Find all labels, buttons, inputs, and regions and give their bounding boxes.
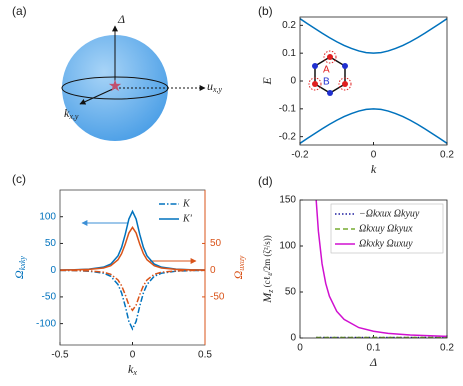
sublattice-label: B — [323, 77, 330, 88]
axis-label-base: k — [64, 106, 70, 120]
legend-box — [330, 203, 444, 254]
y2-tick-label: -50 — [210, 292, 225, 303]
x-tick-label: 0 — [130, 350, 136, 361]
axis-label-rest: (cℓ₄/2m (ζ²/s)) — [262, 235, 272, 289]
series-line — [300, 18, 447, 54]
red-dots — [312, 54, 348, 87]
axis-label-base: E — [260, 77, 274, 86]
blue-dots — [312, 63, 348, 96]
series-line — [60, 209, 205, 271]
x-tick-label: 0 — [371, 150, 377, 161]
y-tick-label: -0.2 — [279, 131, 297, 142]
axis-label: kx,y — [64, 106, 79, 121]
axis-label-sub: uxuy — [237, 255, 246, 271]
y-tick-label: 0 — [290, 333, 296, 344]
axis-label-base: u — [207, 79, 213, 93]
series-line — [60, 269, 205, 331]
y-tick-label: 150 — [279, 195, 296, 206]
y-tick-label: 0.2 — [282, 20, 296, 31]
axis-label: Mz (cℓ₄/2m (ζ²/s)) — [260, 235, 275, 304]
x-tick-label: -0.2 — [291, 150, 309, 161]
legend-label: −Ωkxux Ωkyuy — [359, 208, 420, 219]
plot-frame — [299, 199, 448, 339]
inset: A B — [308, 50, 352, 96]
y2-tick-label: 50 — [210, 238, 222, 249]
plot-frame — [299, 16, 448, 146]
y-tick-label: 0 — [50, 265, 56, 276]
axis-label-sub: x — [132, 368, 137, 377]
x-tick-label: 0.1 — [367, 343, 381, 354]
axis-label-base: Δ — [117, 12, 125, 26]
x-tick-label: 0.5 — [198, 350, 212, 361]
axis-arrow — [79, 87, 116, 105]
panel-label: (d) — [258, 174, 273, 188]
series-line — [300, 108, 447, 144]
axis-label: kx — [128, 362, 137, 377]
axis-label: Ωkxky — [12, 256, 27, 279]
star: ★ — [108, 78, 122, 95]
y-tick-label: 0.1 — [282, 48, 296, 59]
axis-label: Ωuxuy — [231, 255, 246, 279]
orbits — [308, 50, 352, 91]
sphere-diagram: (a) ★ Δ ux,y kx,y — [12, 4, 223, 141]
axis-label-base: k — [371, 162, 377, 176]
legend-label: K' — [182, 213, 193, 224]
axis-label-base: M — [260, 292, 274, 304]
x-tick-label: 0.2 — [440, 150, 454, 161]
series-line — [315, 200, 447, 338]
legend-label: Ωkxuy Ωkyux — [359, 223, 413, 234]
y-tick-label: -0.1 — [279, 103, 297, 114]
y-tick-label: 100 — [39, 211, 56, 222]
axis-label-sub: x,y — [68, 112, 79, 121]
axis-label-sub: z — [266, 289, 275, 294]
y-tick-label: 50 — [285, 287, 297, 298]
axis-label-base: Ω — [231, 270, 245, 279]
axis-label-sub: x,y — [212, 85, 223, 94]
legend-label: Ωkxky Ωuxuy — [359, 238, 413, 249]
legend-label: K — [182, 198, 191, 209]
panel-label: (b) — [258, 4, 273, 18]
panel-label: (a) — [12, 4, 27, 18]
axis-label-base: k — [128, 362, 134, 376]
axis-label: E — [260, 77, 274, 86]
axis-label: Δ — [117, 12, 125, 26]
axis-label: ux,y — [207, 79, 223, 94]
axis-label: Δ — [369, 355, 377, 369]
x-tick-label: 0 — [297, 343, 303, 354]
series-line — [60, 269, 205, 312]
y-tick-label: -100 — [36, 318, 56, 329]
y2-tick-label: 0 — [210, 265, 216, 276]
panel-label: (c) — [12, 172, 26, 186]
y-tick-label: -50 — [42, 292, 57, 303]
y-tick-label: 50 — [45, 238, 57, 249]
axis-label-sub: kxky — [18, 256, 27, 271]
axis-label-base: Δ — [369, 355, 377, 369]
sublattice-label: A — [323, 65, 330, 76]
axis-label-base: Ω — [12, 270, 26, 279]
x-tick-label: 0.2 — [440, 343, 454, 354]
y-tick-label: 100 — [279, 241, 296, 252]
y-tick-label: 0 — [290, 76, 296, 87]
x-tick-label: -0.5 — [51, 350, 69, 361]
axis-label: k — [371, 162, 377, 176]
series-line — [60, 226, 205, 271]
